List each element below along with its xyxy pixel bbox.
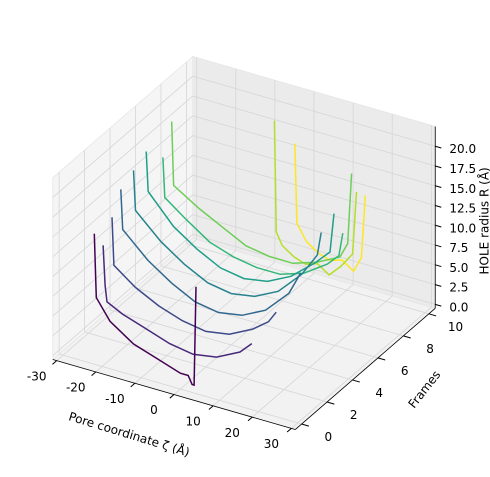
y-axis-line — [294, 308, 436, 430]
grid-line — [186, 243, 429, 315]
z-tick-label: 7.5 — [449, 241, 468, 255]
x-tick-label: 0 — [150, 403, 158, 417]
tick-mark — [435, 185, 442, 188]
z-axis-label: HOLE radius R (Å) — [477, 167, 490, 274]
z-tick-label: 12.5 — [449, 202, 476, 216]
x-tick-label: 30 — [264, 437, 279, 451]
left-pane — [52, 55, 194, 361]
tick-mark — [130, 382, 136, 388]
grid-line — [52, 115, 194, 238]
tick-mark — [435, 165, 442, 169]
tick-mark — [352, 379, 360, 383]
tick-mark — [91, 371, 97, 376]
grid-line — [173, 273, 315, 395]
z-tick-label: 5.0 — [449, 261, 468, 275]
y-tick-label: 8 — [426, 342, 434, 356]
grid-line — [192, 135, 436, 206]
tick-mark — [377, 357, 386, 361]
grid-line — [52, 75, 194, 198]
z-tick-label: 20.0 — [449, 142, 476, 156]
profile-line — [294, 143, 367, 273]
x-tick-label: -30 — [27, 369, 47, 383]
grid-line — [52, 174, 194, 297]
grid-line — [192, 194, 436, 266]
profile-line — [120, 189, 302, 317]
tick-mark — [208, 405, 214, 410]
tick-mark — [435, 224, 442, 228]
grid-line — [95, 250, 237, 373]
grid-line — [192, 75, 436, 147]
tick-mark — [435, 244, 442, 248]
tick-mark — [428, 313, 437, 317]
grid-line — [192, 115, 436, 187]
x-tick-label: 10 — [185, 414, 200, 428]
profile-line — [111, 217, 277, 335]
grid-line — [56, 239, 197, 361]
grid-line — [52, 194, 194, 317]
x-tick-label: 20 — [225, 426, 240, 440]
tick-mark — [247, 416, 253, 422]
tick-mark — [435, 303, 442, 307]
tick-mark — [326, 401, 335, 405]
z-tick-label: 2.5 — [449, 281, 468, 295]
profile-line — [93, 233, 197, 387]
tick-mark — [301, 423, 310, 427]
tick-mark — [52, 360, 57, 365]
grid-line — [192, 95, 436, 167]
grid-line — [135, 287, 379, 359]
x-axis-label: Pore coordinate ζ (Å) — [67, 408, 192, 459]
z-tick-label: 15.0 — [449, 182, 476, 196]
z-tick-label: 10.0 — [449, 221, 476, 235]
profile-line — [145, 151, 335, 283]
x-tick-label: -20 — [66, 381, 86, 395]
x-axis-line — [52, 359, 296, 430]
y-tick-label: 0 — [324, 430, 332, 444]
x-tick-label: -10 — [105, 392, 125, 406]
grid-line — [251, 295, 393, 418]
grid-line — [192, 154, 436, 226]
grid-line — [52, 234, 194, 356]
y-tick-label: 10 — [448, 320, 463, 334]
tick-mark — [169, 394, 175, 399]
profile-line — [132, 170, 322, 298]
profile-line — [102, 245, 253, 358]
z-tick-label: 17.5 — [449, 162, 476, 176]
profile-line — [273, 120, 358, 276]
grid-line — [109, 309, 353, 381]
grid-line — [192, 174, 436, 246]
grid-line — [134, 261, 276, 384]
y-tick-label: 4 — [375, 386, 383, 400]
grid-line — [52, 135, 194, 258]
grid-line — [84, 331, 328, 403]
z-tick-label: 0.0 — [449, 300, 468, 314]
tick-mark — [403, 335, 411, 339]
grid-line — [212, 284, 354, 407]
profile-line — [170, 121, 353, 265]
tick-mark — [435, 145, 442, 149]
profile-line — [162, 157, 344, 276]
tick-mark — [435, 205, 442, 208]
tick-mark — [286, 428, 292, 433]
y-axis-label: Frames — [405, 368, 443, 411]
tick-mark — [435, 264, 442, 268]
grid-line — [291, 306, 432, 429]
tick-mark — [435, 284, 442, 287]
grid-line — [59, 353, 302, 425]
grid-line — [52, 95, 194, 218]
y-tick-label: 6 — [401, 364, 409, 378]
y-tick-label: 2 — [350, 408, 358, 422]
